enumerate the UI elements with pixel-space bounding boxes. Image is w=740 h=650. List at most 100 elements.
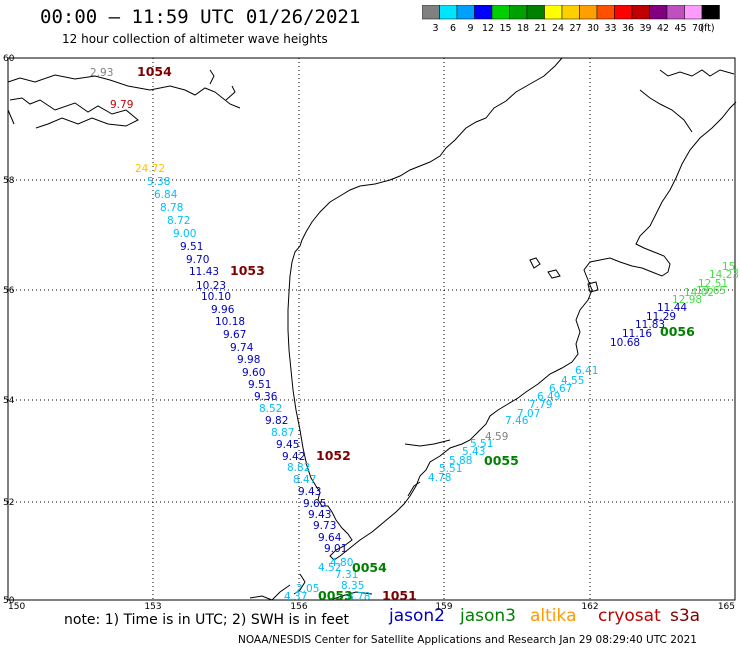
footnote: note: 1) Time is in UTC; 2) SWH is in fe…	[64, 612, 350, 628]
track-number-label: 0056	[660, 324, 695, 339]
wave-height-value: 9.43	[298, 486, 321, 498]
track-number-label: 1053	[230, 263, 265, 278]
wave-height-value: 5.51	[470, 438, 493, 450]
wave-height-value: 15.	[722, 261, 739, 273]
wave-height-value: 9.51	[180, 241, 203, 253]
wave-height-value: 9.82	[265, 415, 288, 427]
wave-height-value: 14.02	[684, 287, 714, 299]
wave-height-value: 9.74	[230, 342, 254, 354]
wave-height-value: 9.43	[308, 509, 331, 521]
lat-tick-label: 52	[3, 498, 14, 508]
wave-height-value: 4.59	[485, 431, 508, 443]
colorbar-label: 27	[569, 23, 581, 34]
wave-height-value: 9.98	[237, 354, 260, 366]
wave-height-value: 8.78	[160, 202, 183, 214]
map-title: 00:00 – 11:59 UTC 01/26/2021	[40, 6, 361, 28]
wave-height-value: 8.52	[259, 403, 282, 415]
wave-height-value: 11.83	[635, 319, 665, 331]
colorbar-label: 70	[692, 23, 704, 34]
colorbar-label: 12	[482, 23, 494, 34]
wave-height-value: 9.70	[186, 254, 209, 266]
wave-height-value: 9.42	[282, 451, 305, 463]
colorbar-label: 39	[639, 23, 651, 34]
satellite-legend-jason2: jason2	[389, 606, 445, 626]
colorbar-label: 18	[517, 23, 529, 34]
wave-height-value: 4.55	[561, 375, 584, 387]
colorbar-label: 24	[552, 23, 564, 34]
wave-height-colorbar: 3 6 9 12 15 18 21 24 27 30 33 36 39 42 45 70(ft)	[422, 5, 720, 34]
colorbar-label: 3	[432, 23, 438, 34]
wave-height-value: 8.87	[271, 427, 294, 439]
wave-height-value: 8.72	[167, 215, 190, 227]
wave-height-value: 9.00	[173, 228, 196, 240]
lon-tick-label: 156	[290, 602, 307, 610]
wave-height-value: 4.52	[318, 562, 341, 574]
wave-height-value: 8.35	[341, 580, 364, 592]
wave-height-value: 6.49	[537, 391, 560, 403]
wave-height-value: 5.88	[449, 455, 472, 467]
satellite-legend-altika: altika	[530, 606, 577, 626]
lat-tick-label: 60	[3, 54, 15, 64]
wave-height-value: 8.82	[287, 462, 310, 474]
colorbar-label: 33	[604, 23, 616, 34]
wave-height-value: 13.65	[696, 285, 726, 297]
wave-height-value: 6.84	[154, 189, 178, 201]
map-subtitle: 12 hour collection of altimeter wave hei…	[62, 32, 328, 46]
wave-height-value: 10.23	[196, 280, 226, 292]
wave-height-value: 11.29	[646, 311, 676, 323]
colorbar-label: 9	[467, 23, 473, 34]
wave-height-value: 14.23	[709, 269, 739, 281]
wave-height-value: 4.80	[330, 557, 353, 569]
credit-line: NOAA/NESDIS Center for Satellite Applica…	[238, 634, 697, 646]
wave-height-map: 150 153 156 159 162 165 60 58 56 54 52 50 2.93 9.79 2…	[3, 54, 739, 610]
wave-height-value: 9.45	[276, 439, 299, 451]
lon-tick-label: 153	[144, 602, 161, 610]
colorbar-label: (ft)	[700, 23, 714, 34]
map-border	[7, 57, 736, 601]
map-frame	[7, 57, 736, 601]
colorbar-label: 42	[657, 23, 669, 34]
track-number-label: 1052	[316, 448, 351, 463]
wave-height-value: 9.51	[248, 379, 271, 391]
wave-height-value: 6.41	[575, 365, 598, 377]
axis-tick-labels: 150 153 156 159 162 165 60 58 56 54 52 50	[3, 54, 735, 610]
wave-height-value: 11.44	[657, 302, 687, 314]
wave-height-value: 10.18	[215, 316, 245, 328]
wave-height-value: 2.93	[90, 67, 113, 79]
colorbar-swatch	[701, 5, 720, 20]
satellite-legend-jason3: jason3	[460, 606, 516, 626]
colorbar-label: 15	[499, 23, 511, 34]
wave-height-value: 9.64	[318, 532, 342, 544]
colorbar-label: 36	[622, 23, 634, 34]
colorbar-label: 6	[450, 23, 456, 34]
wave-height-value: 12.98	[672, 294, 702, 306]
colorbar-label: 45	[674, 23, 686, 34]
track-number-label: 1051	[382, 588, 417, 603]
wave-height-value: 4.37	[284, 591, 307, 603]
wave-height-value: 10.68	[610, 337, 640, 349]
lat-tick-label: 56	[3, 286, 15, 296]
lat-tick-label: 54	[3, 396, 15, 406]
wave-height-value: 7.79	[529, 399, 552, 411]
wave-height-value: 9.96	[211, 304, 235, 316]
wave-height-value: 7.46	[505, 415, 529, 427]
wave-height-value: 9.65	[303, 498, 326, 510]
satellite-legend-s3a: s3a	[670, 606, 701, 626]
wave-height-value: 12.51	[698, 278, 728, 290]
track-number-label: 1054	[137, 64, 172, 79]
lon-tick-label: 165	[718, 602, 735, 610]
track-labels: 1054 1053 1052 0056 0055 0054 0053 1051	[137, 64, 695, 603]
wave-height-value: 7.07	[517, 408, 540, 420]
lat-tick-label: 50	[3, 596, 15, 606]
wave-height-value: 11.16	[622, 328, 652, 340]
lat-tick-label: 58	[3, 176, 15, 186]
colorbar-label: 21	[534, 23, 546, 34]
colorbar-label: 30	[587, 23, 599, 34]
wave-height-value: 6.67	[549, 383, 572, 395]
wave-height-value: 2.05	[296, 583, 319, 595]
track-number-label: 0055	[484, 453, 519, 468]
satellite-legend-cryosat: cryosat	[598, 606, 661, 626]
wave-height-value: 10.10	[201, 291, 231, 303]
wave-height-value: 8.47	[293, 474, 316, 486]
coastline	[7, 57, 737, 601]
